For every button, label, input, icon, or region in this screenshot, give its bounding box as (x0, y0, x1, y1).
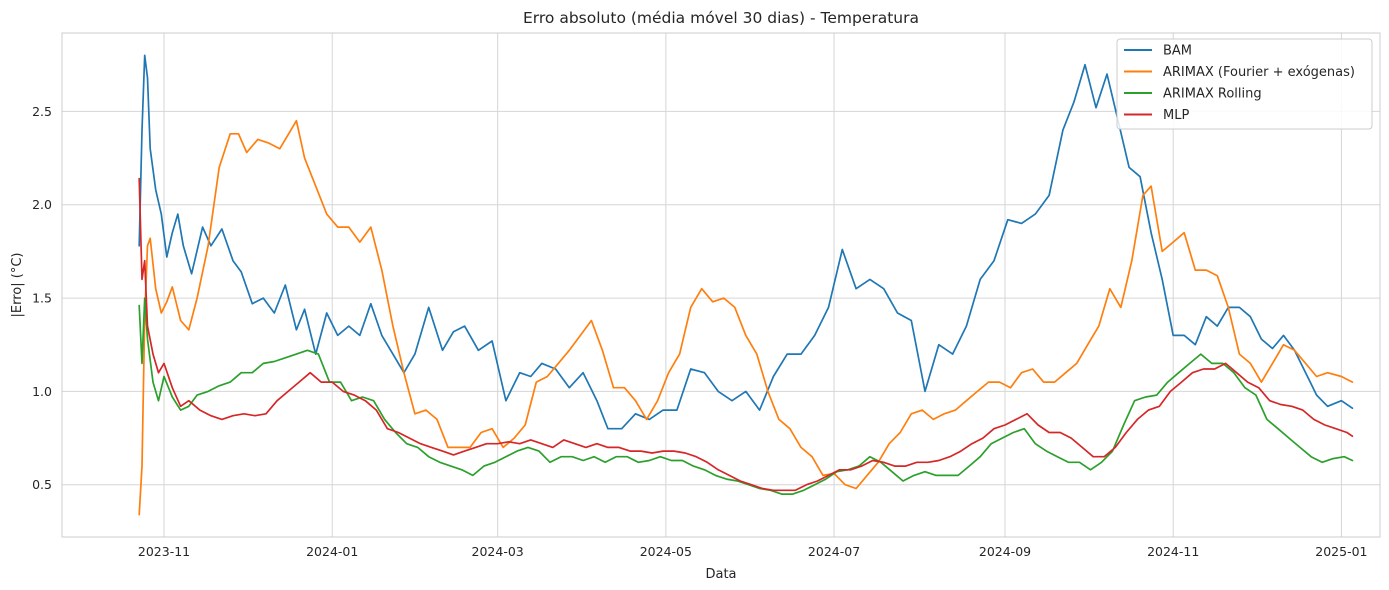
x-tick-label: 2024-07 (808, 544, 860, 559)
y-axis: 0.5 1.0 1.5 2.0 2.5 (32, 104, 52, 492)
series-line-arimax-fourier-ex-genas (138, 119, 1354, 516)
y-tick-label: 1.5 (32, 291, 52, 306)
legend-label-bam: BAM (1163, 44, 1192, 59)
legend-label-mlp: MLP (1163, 108, 1189, 123)
y-axis-label: |Erro| (°C) (10, 253, 25, 318)
series-line-mlp (138, 177, 1354, 492)
x-axis: 2023-11 2024-01 2024-03 2024-05 2024-07 2024-… (138, 544, 1368, 559)
y-tick-label: 2.0 (32, 197, 52, 212)
x-tick-label: 2024-01 (306, 544, 358, 559)
x-tick-label: 2024-03 (472, 544, 524, 559)
series-line-bam (138, 54, 1354, 430)
y-tick-label: 1.0 (32, 384, 52, 399)
x-tick-label: 2024-09 (979, 544, 1031, 559)
x-tick-label: 2024-11 (1147, 544, 1199, 559)
x-tick-label: 2023-11 (138, 544, 190, 559)
legend-box (1116, 38, 1373, 130)
series-layer (138, 54, 1354, 516)
y-tick-label: 0.5 (32, 477, 52, 492)
series-line-arimax-rolling (138, 297, 1354, 495)
x-tick-label: 2025-01 (1315, 544, 1367, 559)
legend-label-arimax-rolling: ARIMAX Rolling (1163, 87, 1262, 102)
legend: BAM ARIMAX (Fourier + exógenas) ARIMAX Rol… (1116, 38, 1373, 130)
x-tick-label: 2024-05 (640, 544, 692, 559)
x-axis-label: Data (705, 567, 736, 582)
legend-label-arimax-fourier-ex-genas: ARIMAX (Fourier + exógenas) (1163, 65, 1355, 80)
chart-title: Erro absoluto (média móvel 30 dias) - Te… (523, 9, 919, 27)
y-tick-label: 2.5 (32, 104, 52, 119)
plot-frame (61, 32, 1381, 538)
